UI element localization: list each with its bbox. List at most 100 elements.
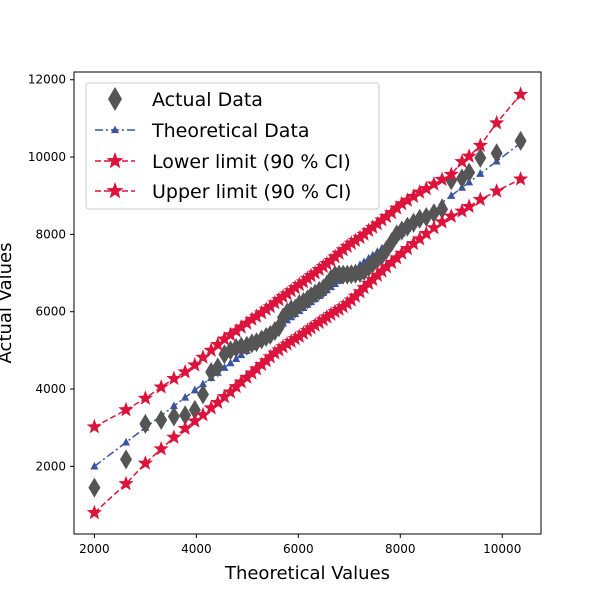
lower-limit-point: [118, 475, 134, 491]
legend-marker-triangle: [110, 125, 120, 134]
legend-label: Upper limit (90 % CI): [152, 181, 351, 203]
x-tick-label: 8000: [385, 542, 416, 556]
upper-limit-point: [279, 285, 295, 301]
lower-limit-point: [426, 219, 442, 235]
lower-limit-point: [258, 352, 274, 368]
upper-limit-point: [369, 215, 385, 231]
lower-limit-point: [405, 235, 422, 251]
upper-limit-point: [228, 323, 244, 338]
lower-limit-point: [412, 231, 428, 246]
upper-limit-point: [271, 291, 287, 307]
lower-limit-point: [352, 283, 368, 299]
upper-limit-point: [275, 288, 291, 304]
lower-limit-point: [195, 406, 211, 422]
upper-limit-point: [374, 212, 390, 227]
lower-limit-point: [443, 208, 459, 223]
theoretical-data-point: [181, 393, 190, 401]
theoretical-data-point: [476, 169, 485, 177]
lower-limit-point: [361, 275, 377, 290]
legend-entry: Lower limit (90 % CI): [95, 151, 351, 173]
lower-limit-point: [86, 504, 102, 520]
lower-limit-point: [331, 301, 347, 316]
theoretical-data-point: [190, 385, 199, 394]
lower-limit-point: [323, 306, 339, 321]
upper-limit-point: [291, 276, 307, 292]
actual-data-point: [179, 405, 192, 426]
upper-limit-point: [244, 311, 260, 326]
lower-limit-point: [339, 295, 355, 311]
lower-limit-point: [203, 399, 219, 415]
upper-limit-point: [295, 273, 312, 289]
upper-limit-point: [287, 279, 303, 295]
legend-marker-star: [106, 182, 124, 199]
upper-limit-point: [356, 226, 372, 241]
lower-limit-point: [311, 314, 327, 329]
y-tick-label: 10000: [28, 150, 66, 164]
y-tick-label: 12000: [28, 73, 66, 87]
lower-limit-point: [374, 263, 390, 278]
x-tick-label: 10000: [483, 542, 521, 556]
upper-limit-point: [311, 261, 327, 277]
upper-limit-point: [166, 370, 182, 386]
x-tick-label: 2000: [79, 542, 110, 556]
upper-limit-point: [327, 248, 343, 264]
upper-limit-point: [254, 304, 270, 320]
actual-data-point: [120, 449, 133, 470]
lower-limit-point: [279, 336, 295, 351]
lower-limit-point: [271, 341, 287, 357]
actual-data-point: [167, 406, 180, 427]
upper-limit-point: [248, 308, 265, 323]
lower-limit-point: [222, 384, 239, 399]
lower-limit-point: [267, 345, 283, 360]
upper-limit-point: [86, 418, 102, 434]
lower-limit-point: [210, 394, 226, 410]
lower-limit-point: [378, 258, 395, 274]
y-axis-label: Actual Values: [0, 243, 16, 364]
lower-limit-point: [137, 455, 153, 470]
lower-limit-point: [315, 311, 331, 327]
upper-limit-point: [262, 298, 278, 314]
theoretical-data-point: [198, 379, 208, 388]
x-axis-ticks: 2000 4000 6000 8000 10000: [79, 534, 521, 556]
upper-limit-point: [319, 255, 335, 271]
upper-limit-point: [210, 336, 226, 352]
y-tick-label: 6000: [35, 305, 66, 319]
legend-label: Actual Data: [152, 89, 263, 111]
upper-limit-point: [233, 319, 249, 334]
lower-limit-point: [513, 171, 529, 186]
upper-limit-point: [222, 326, 239, 342]
upper-limit-point: [461, 148, 477, 163]
legend-entry: Upper limit (90 % CI): [95, 181, 351, 203]
theoretical-data-point: [90, 461, 99, 470]
upper-limit-point: [412, 184, 428, 199]
actual-data-point: [139, 413, 152, 434]
actual-data-point: [188, 399, 201, 420]
lower-limit-point: [343, 292, 359, 307]
lower-limit-point: [489, 183, 505, 198]
upper-limit-point: [443, 166, 459, 181]
theoretical-data-point: [447, 191, 456, 199]
lower-limit-point: [454, 203, 470, 218]
upper-limit-point: [352, 229, 368, 244]
lower-limit-point: [365, 271, 381, 287]
upper-limit-point: [195, 349, 211, 364]
lower-limit-point: [287, 330, 303, 346]
lower-limit-point: [254, 356, 270, 372]
lower-limit-point: [327, 303, 343, 319]
upper-limit-point: [426, 176, 442, 191]
lower-limit-point: [384, 254, 400, 270]
lower-limit-point: [394, 245, 410, 260]
lower-limit-point: [275, 338, 291, 354]
upper-limit-point: [378, 208, 395, 224]
lower-limit-point: [291, 328, 307, 343]
upper-limit-point: [405, 188, 422, 203]
y-axis-ticks: 2000 4000 6000 8000 10000 12000: [28, 73, 74, 473]
legend-entry: Actual Data: [108, 87, 263, 111]
upper-limit-point: [239, 315, 255, 330]
upper-limit-point: [335, 241, 351, 257]
lower-limit-point: [228, 378, 244, 394]
legend-label: Lower limit (90 % CI): [152, 151, 351, 173]
lower-limit-point: [187, 413, 203, 428]
lower-limit-point: [418, 225, 434, 241]
upper-limit-point: [454, 153, 470, 169]
